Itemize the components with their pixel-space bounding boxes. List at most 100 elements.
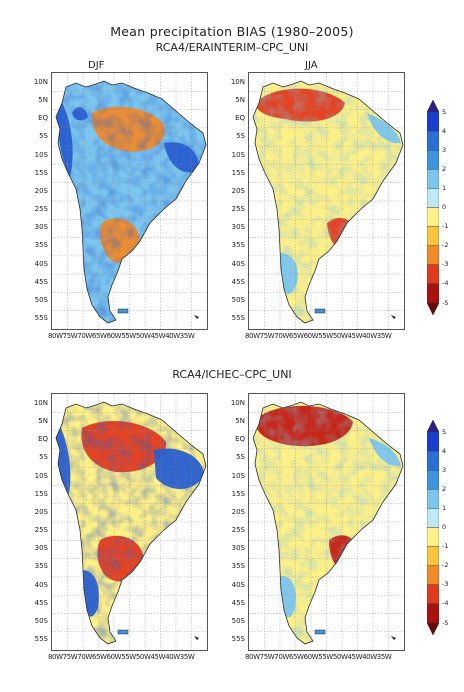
precip-bias-map: [249, 394, 404, 650]
map-panel-row1-jja: [248, 72, 405, 330]
lat-tick-label: 30S: [34, 223, 48, 232]
lon-tick-label: 55W: [121, 332, 136, 340]
lat-tick-label: 25S: [34, 205, 48, 214]
lon-tick-label: 80W: [245, 653, 260, 661]
lon-tick-label: 80W: [48, 332, 63, 340]
lon-tick-label: 65W: [288, 653, 304, 661]
lat-tick-label: 25S: [231, 526, 245, 535]
lat-tick-label: EQ: [38, 435, 48, 444]
lon-tick-label: 55W: [318, 653, 333, 661]
lat-tick-label: 5N: [235, 417, 245, 426]
lat-tick-label: 55S: [34, 635, 48, 643]
colorbar-level-label: -3: [442, 260, 449, 269]
colorbar-level-label: -1: [442, 542, 449, 551]
lat-tick-label: EQ: [38, 114, 48, 123]
lat-tick-label: 35S: [231, 241, 245, 250]
lat-tick-label: 40S: [231, 580, 245, 589]
colorbar-level-label: -4: [442, 599, 449, 608]
map-panel-row2-djf: [51, 393, 208, 651]
lat-tick-label: 45S: [231, 598, 245, 607]
colorbar-level-label: 3: [442, 145, 447, 154]
lat-tick-label: 30S: [231, 544, 245, 553]
lat-tick-label: 15S: [231, 168, 245, 177]
lon-tick-label: 75W: [62, 332, 78, 340]
colorbar-1: [426, 99, 440, 319]
lon-tick-label: 65W: [288, 332, 304, 340]
lat-tick-label: 25S: [34, 526, 48, 535]
row1-title: RCA4/ERAINTERIM–CPC_UNI: [155, 41, 309, 54]
colorbar-level-label: 5: [442, 107, 447, 116]
lat-tick-label: 40S: [34, 580, 48, 589]
lat-tick-label: 45S: [34, 598, 48, 607]
colorbar-level-label: 2: [442, 484, 447, 493]
lat-tick-label: 55S: [34, 314, 48, 322]
map-panel-row1-djf: [51, 72, 208, 330]
lon-tick-label: 35W: [376, 332, 392, 340]
colorbar-level-label: 4: [442, 126, 447, 135]
lon-tick-label: 60W: [106, 653, 122, 661]
lat-tick-label: 20S: [34, 507, 48, 516]
lat-tick-label: 40S: [34, 259, 48, 268]
lon-tick-label: 65W: [91, 332, 107, 340]
lat-tick-label: 50S: [34, 295, 48, 304]
lat-tick-label: 30S: [34, 544, 48, 553]
lon-tick-label: 80W: [48, 653, 63, 661]
lat-tick-label: 10N: [230, 78, 245, 86]
lon-tick-label: 75W: [259, 332, 275, 340]
row2-title: RCA4/ICHEC–CPC_UNI: [172, 368, 292, 381]
lon-tick-row: 80W75W70W65W60W55W50W45W40W35W: [245, 653, 392, 661]
colorbar-level-label: -4: [442, 279, 449, 288]
lon-tick-label: 35W: [179, 332, 195, 340]
colorbar-level-label: -2: [442, 241, 449, 250]
season-label-djf: DJF: [88, 60, 105, 71]
colorbar-level-label: -5: [442, 618, 449, 627]
lat-tick-label: 10N: [33, 399, 48, 407]
lat-tick-label: 5S: [236, 132, 245, 141]
lon-tick-label: 35W: [179, 653, 195, 661]
lon-tick-label: 70W: [274, 332, 289, 340]
lon-tick-label: 40W: [165, 653, 180, 661]
colorbar-level-label: -5: [442, 298, 449, 307]
lat-tick-label: 5S: [39, 132, 48, 141]
season-label-jja: JJA: [305, 60, 318, 71]
lon-tick-row: 80W75W70W65W60W55W50W45W40W35W: [245, 332, 392, 340]
precip-bias-map: [52, 394, 207, 650]
lon-tick-label: 60W: [303, 653, 319, 661]
main-title: Mean precipitation BIAS (1980–2005): [110, 24, 354, 39]
lon-tick-label: 40W: [362, 653, 377, 661]
lat-tick-label: 35S: [231, 562, 245, 571]
lat-tick-label: 10S: [231, 150, 245, 159]
colorbar-level-label: 0: [442, 523, 447, 531]
lon-tick-label: 75W: [259, 653, 275, 661]
lon-tick-label: 65W: [91, 653, 107, 661]
lat-tick-label: 20S: [231, 507, 245, 516]
lat-tick-label: 45S: [34, 277, 48, 286]
lat-tick-label: 55S: [231, 635, 245, 643]
lat-tick-label: 30S: [231, 223, 245, 232]
lat-tick-label: 15S: [34, 168, 48, 177]
lon-tick-label: 45W: [150, 332, 166, 340]
map-panel-row2-jja: [248, 393, 405, 651]
lon-tick-row: 80W75W70W65W60W55W50W45W40W35W: [48, 332, 195, 340]
lat-tick-label: 25S: [231, 205, 245, 214]
lon-tick-label: 70W: [77, 332, 92, 340]
lat-tick-label: 35S: [34, 241, 48, 250]
lat-tick-label: 45S: [231, 277, 245, 286]
lat-tick-label: EQ: [235, 114, 245, 123]
lon-tick-label: 60W: [106, 332, 122, 340]
lat-tick-label: 5S: [39, 453, 48, 462]
colorbar-level-label: 2: [442, 164, 447, 173]
lon-tick-label: 50W: [135, 653, 151, 661]
lat-tick-label: 15S: [34, 489, 48, 498]
precip-bias-map: [249, 73, 404, 329]
lon-tick-label: 70W: [274, 653, 289, 661]
lat-tick-label: 5N: [38, 96, 48, 105]
lat-tick-label: 55S: [231, 314, 245, 322]
lat-tick-label: 5N: [38, 417, 48, 426]
lon-tick-label: 45W: [347, 653, 363, 661]
lon-tick-row: 80W75W70W65W60W55W50W45W40W35W: [48, 653, 195, 661]
lat-tick-label: 10N: [230, 399, 245, 407]
lon-tick-label: 75W: [62, 653, 78, 661]
lon-tick-label: 40W: [362, 332, 377, 340]
lon-tick-label: 70W: [77, 653, 92, 661]
